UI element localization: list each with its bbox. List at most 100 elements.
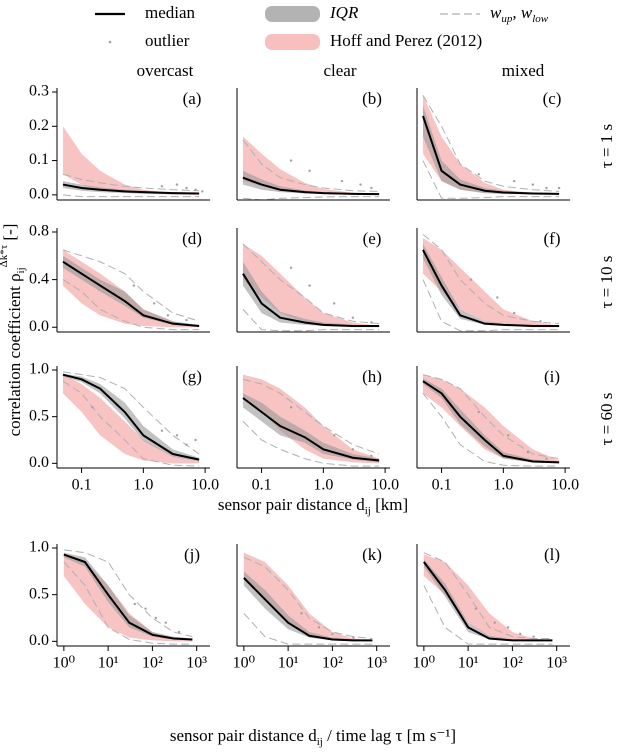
outlier	[493, 621, 496, 624]
outlier	[166, 314, 170, 317]
y-tick-label: 0.5	[29, 407, 49, 424]
outlier	[496, 296, 499, 299]
panel: 0.0 0.5 1.0 0.1 1.0 10.0 (g)	[29, 361, 219, 494]
whisker-up	[62, 371, 200, 455]
hoff-perez-band	[62, 374, 200, 464]
whisker-low	[242, 196, 380, 201]
x-tick-label: 10.0	[191, 477, 219, 494]
whisker-low	[242, 420, 380, 467]
y-tick-label: 0.5	[29, 585, 49, 602]
column-title: overcast	[137, 61, 194, 80]
median-line	[242, 397, 380, 462]
outlier	[545, 457, 548, 460]
outlier	[194, 188, 197, 191]
x-tick-label: 10³	[186, 655, 207, 672]
outlier	[331, 632, 334, 636]
panel: 0.1 1.0 10.0 (i)	[416, 366, 579, 494]
text-part: w	[490, 3, 502, 22]
text-part: [km]	[371, 495, 408, 514]
whisker-low	[62, 194, 200, 198]
outlier	[469, 278, 473, 281]
outlier	[506, 626, 510, 629]
x-tick-label: 1.0	[493, 477, 513, 494]
outlier	[545, 186, 548, 190]
row-label: τ = 10 s	[597, 256, 616, 309]
panel: 0.0 0.4 0.8 (d)	[29, 223, 210, 335]
y-tick-label: 0.3	[29, 83, 49, 100]
text-part: ρ	[5, 273, 24, 281]
text-part: d	[356, 495, 365, 514]
hoff-perez-band	[242, 374, 380, 464]
y-tick-label: 0.0	[29, 318, 49, 335]
hoff-perez-band	[63, 554, 193, 642]
outlier	[359, 183, 362, 186]
x-tick-label: 10.0	[371, 477, 399, 494]
whisker-up	[242, 139, 380, 192]
x-tick-label: 0.1	[252, 477, 272, 494]
iqr-band	[63, 552, 193, 641]
panel: 0.0 0.1 0.2 0.3 (a)	[29, 83, 210, 203]
whisker-up	[423, 552, 553, 640]
panel: (f)	[416, 228, 570, 333]
median-line	[242, 176, 380, 196]
median-line	[422, 249, 560, 328]
whisker-low	[422, 393, 560, 467]
legend-dot	[108, 40, 112, 44]
median-line	[422, 115, 560, 195]
x-tick-label: 10¹	[98, 655, 119, 672]
median-line	[423, 561, 553, 642]
outlier	[474, 607, 478, 610]
y-tick-label: 0.0	[29, 632, 49, 649]
panel: (b)	[236, 88, 390, 201]
x-tick-label: 10¹	[278, 655, 299, 672]
iqr-band	[62, 373, 200, 462]
outlier	[526, 450, 530, 454]
outlier	[333, 302, 336, 305]
outlier	[160, 429, 164, 432]
iqr-band	[422, 243, 560, 327]
iqr-band	[242, 393, 380, 463]
whisker-low	[242, 309, 380, 332]
outlier	[317, 626, 321, 629]
hoff-perez-band	[62, 249, 200, 328]
panel: 0.1 1.0 10.0 (h)	[236, 366, 399, 494]
x-tick-label: 1.0	[133, 477, 153, 494]
median-line	[422, 380, 560, 464]
legend-swatch	[265, 34, 320, 50]
legend-label: IQR	[329, 3, 359, 22]
median-line	[62, 183, 200, 195]
panel-label: (g)	[182, 367, 202, 386]
subscript: ij	[317, 736, 323, 748]
panel-label: (f)	[544, 229, 561, 248]
panel: (e)	[236, 228, 390, 333]
y-tick-label: 0.8	[29, 223, 49, 240]
whisker-low	[422, 160, 560, 199]
outlier	[308, 284, 311, 287]
outlier	[175, 434, 179, 437]
outlier	[351, 316, 355, 319]
outlier	[164, 621, 167, 624]
legend-label: median	[145, 3, 196, 22]
text-part: d	[308, 726, 317, 745]
outlier	[154, 616, 158, 620]
iqr-band	[242, 261, 380, 327]
x-tick-label: 10⁰	[53, 655, 75, 672]
outlier	[370, 321, 373, 324]
x-tick-label: 10⁰	[233, 655, 255, 672]
whisker-up	[422, 374, 560, 460]
panel-label: (e)	[363, 229, 382, 248]
x-tick-label: 10⁰	[413, 655, 435, 672]
whisker-low	[63, 561, 193, 645]
panel-label: (k)	[362, 545, 382, 564]
x-axis-label: sensor pair distance dij [km]	[218, 495, 408, 517]
outlier	[177, 630, 181, 634]
median-line	[243, 577, 373, 642]
outlier	[513, 179, 516, 183]
y-tick-label: 0.1	[29, 151, 49, 168]
outlier	[518, 632, 522, 636]
outlier	[557, 186, 561, 190]
outlier	[175, 183, 179, 186]
outlier	[160, 185, 164, 188]
outlier	[300, 612, 303, 615]
panel-label: (b)	[362, 89, 382, 108]
